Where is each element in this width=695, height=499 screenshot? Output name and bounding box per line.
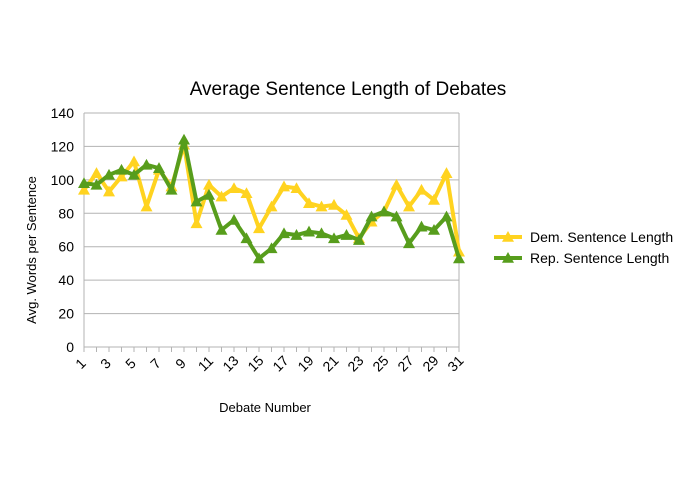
axes xyxy=(83,113,460,352)
data-point xyxy=(328,198,340,210)
chart-title: Average Sentence Length of Debates xyxy=(190,79,507,100)
data-point xyxy=(290,182,303,194)
x-tick-label: 15 xyxy=(244,352,266,374)
series-line xyxy=(82,142,461,253)
legend-label: Rep. Sentence Length xyxy=(530,250,669,266)
data-point xyxy=(128,168,140,180)
data-point xyxy=(240,187,253,199)
data-point xyxy=(228,182,240,194)
data-point xyxy=(340,208,353,220)
data-point xyxy=(453,252,465,264)
x-tick-label: 31 xyxy=(444,352,466,374)
data-point xyxy=(278,227,290,239)
x-tick-label: 11 xyxy=(195,353,217,375)
x-tick-label: 21 xyxy=(319,352,341,374)
data-point xyxy=(403,237,415,249)
y-tick-label: 100 xyxy=(51,172,75,188)
x-tick-label: 3 xyxy=(97,355,114,372)
data-point xyxy=(428,224,440,235)
data-point xyxy=(190,217,203,229)
series-rep xyxy=(78,133,465,264)
x-tick-label: 19 xyxy=(294,352,316,374)
data-point xyxy=(115,163,128,175)
data-point xyxy=(178,133,190,145)
data-point xyxy=(215,190,228,202)
data-point xyxy=(215,224,228,235)
data-point xyxy=(378,205,390,217)
x-tick-label: 9 xyxy=(172,355,189,372)
x-tick-label: 29 xyxy=(419,352,441,374)
data-point xyxy=(140,200,153,212)
data-point xyxy=(390,178,403,190)
y-tick-label: 80 xyxy=(58,205,74,221)
data-point xyxy=(203,178,215,190)
data-point xyxy=(153,162,165,173)
data-point xyxy=(290,229,303,240)
data-point xyxy=(415,220,428,232)
y-tick-label: 60 xyxy=(58,239,74,255)
data-point xyxy=(403,200,415,212)
data-point xyxy=(415,183,428,195)
x-tick-label: 5 xyxy=(122,355,139,372)
y-axis-label: Avg. Words per Sentence xyxy=(24,176,39,324)
data-point xyxy=(340,229,353,240)
y-tick-label: 40 xyxy=(58,272,74,288)
data-point xyxy=(303,197,315,209)
data-point xyxy=(78,177,90,188)
data-point xyxy=(353,234,365,245)
x-tick-label: 7 xyxy=(147,355,164,372)
series-layer xyxy=(78,133,465,264)
data-point xyxy=(315,200,328,212)
y-tick-labels: 0 20 40 60 80 100 120 140 xyxy=(51,105,75,355)
data-point xyxy=(440,167,453,178)
data-point xyxy=(365,210,378,222)
data-point xyxy=(265,200,278,212)
x-tick-label: 13 xyxy=(219,352,241,374)
y-tick-label: 20 xyxy=(58,306,74,322)
legend: Dem. Sentence Length Rep. Sentence Length xyxy=(494,229,673,266)
y-tick-label: 140 xyxy=(51,105,75,121)
legend-swatch-marker xyxy=(502,231,514,242)
x-tick-label: 23 xyxy=(344,352,366,374)
data-point xyxy=(203,188,215,200)
data-point xyxy=(253,252,265,264)
data-point xyxy=(328,232,340,244)
x-tick-label: 17 xyxy=(269,352,291,374)
data-point xyxy=(103,168,115,180)
y-tick-label: 0 xyxy=(66,339,74,355)
data-point xyxy=(90,178,103,190)
data-point xyxy=(440,210,453,222)
data-point xyxy=(190,195,203,207)
data-point xyxy=(78,183,90,195)
legend-entry: Dem. Sentence Length xyxy=(494,229,673,245)
data-point xyxy=(390,210,403,222)
data-point xyxy=(278,180,290,192)
data-point xyxy=(315,227,328,239)
legend-label: Dem. Sentence Length xyxy=(530,229,673,245)
legend-entry: Rep. Sentence Length xyxy=(494,250,669,266)
data-point xyxy=(128,155,140,167)
data-point xyxy=(90,167,103,178)
data-point xyxy=(165,183,178,195)
data-point xyxy=(240,232,253,244)
data-point xyxy=(228,213,240,225)
x-tick-label: 25 xyxy=(369,352,391,374)
data-point xyxy=(103,185,115,197)
data-point xyxy=(428,193,440,205)
data-point xyxy=(140,158,153,170)
x-tick-label: 27 xyxy=(394,352,416,374)
data-point xyxy=(303,225,315,237)
data-point xyxy=(115,170,128,182)
legend-swatch-marker xyxy=(502,252,514,263)
x-axis-label: Debate Number xyxy=(219,400,311,415)
data-point xyxy=(253,222,265,234)
x-tick-labels: 1 3 5 7 9 11 13 15 17 19 21 23 25 27 29 31 xyxy=(72,352,467,374)
y-tick-label: 120 xyxy=(51,138,75,154)
x-tick-label: 1 xyxy=(72,355,89,372)
data-point xyxy=(265,242,278,254)
grid-lines xyxy=(84,112,459,348)
